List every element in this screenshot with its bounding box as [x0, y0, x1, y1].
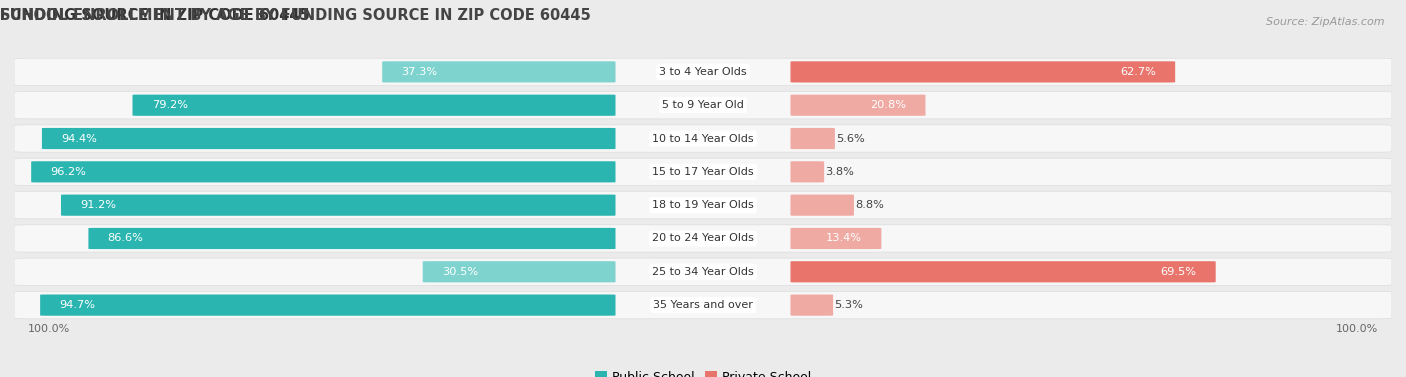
- FancyBboxPatch shape: [790, 261, 1216, 282]
- FancyBboxPatch shape: [14, 58, 1392, 86]
- FancyBboxPatch shape: [790, 128, 835, 149]
- FancyBboxPatch shape: [790, 161, 824, 182]
- Text: 3.8%: 3.8%: [825, 167, 855, 177]
- Text: 3 to 4 Year Olds: 3 to 4 Year Olds: [659, 67, 747, 77]
- Text: Source: ZipAtlas.com: Source: ZipAtlas.com: [1267, 17, 1385, 27]
- FancyBboxPatch shape: [14, 158, 1392, 185]
- FancyBboxPatch shape: [60, 195, 616, 216]
- FancyBboxPatch shape: [790, 195, 853, 216]
- FancyBboxPatch shape: [41, 294, 616, 316]
- Text: 94.7%: 94.7%: [59, 300, 96, 310]
- Text: 69.5%: 69.5%: [1160, 267, 1197, 277]
- FancyBboxPatch shape: [790, 294, 834, 316]
- Text: 20.8%: 20.8%: [870, 100, 907, 110]
- Text: 25 to 34 Year Olds: 25 to 34 Year Olds: [652, 267, 754, 277]
- FancyBboxPatch shape: [14, 225, 1392, 252]
- FancyBboxPatch shape: [89, 228, 616, 249]
- Text: 62.7%: 62.7%: [1121, 67, 1156, 77]
- Text: 18 to 19 Year Olds: 18 to 19 Year Olds: [652, 200, 754, 210]
- FancyBboxPatch shape: [14, 291, 1392, 319]
- FancyBboxPatch shape: [31, 161, 616, 182]
- FancyBboxPatch shape: [42, 128, 616, 149]
- Text: 8.8%: 8.8%: [855, 200, 884, 210]
- FancyBboxPatch shape: [790, 228, 882, 249]
- Text: 13.4%: 13.4%: [827, 233, 862, 244]
- FancyBboxPatch shape: [14, 125, 1392, 152]
- Text: 30.5%: 30.5%: [441, 267, 478, 277]
- Text: 79.2%: 79.2%: [152, 100, 188, 110]
- FancyBboxPatch shape: [790, 61, 1175, 83]
- Text: 91.2%: 91.2%: [80, 200, 117, 210]
- Text: 10 to 14 Year Olds: 10 to 14 Year Olds: [652, 133, 754, 144]
- Text: 5.3%: 5.3%: [835, 300, 863, 310]
- FancyBboxPatch shape: [14, 192, 1392, 219]
- Text: SCHOOL ENROLLMENT BY AGE BY FUNDING SOURCE IN ZIP CODE 60445: SCHOOL ENROLLMENT BY AGE BY FUNDING SOUR…: [0, 8, 309, 23]
- FancyBboxPatch shape: [382, 61, 616, 83]
- Text: 35 Years and over: 35 Years and over: [652, 300, 754, 310]
- FancyBboxPatch shape: [790, 95, 925, 116]
- Text: 15 to 17 Year Olds: 15 to 17 Year Olds: [652, 167, 754, 177]
- Text: 94.4%: 94.4%: [62, 133, 97, 144]
- Text: 5.6%: 5.6%: [837, 133, 865, 144]
- Text: 20 to 24 Year Olds: 20 to 24 Year Olds: [652, 233, 754, 244]
- Text: 100.0%: 100.0%: [1336, 324, 1378, 334]
- FancyBboxPatch shape: [423, 261, 616, 282]
- FancyBboxPatch shape: [132, 95, 616, 116]
- Legend: Public School, Private School: Public School, Private School: [589, 366, 817, 377]
- Text: SCHOOL ENROLLMENT BY AGE BY FUNDING SOURCE IN ZIP CODE 60445: SCHOOL ENROLLMENT BY AGE BY FUNDING SOUR…: [0, 8, 591, 23]
- Text: 5 to 9 Year Old: 5 to 9 Year Old: [662, 100, 744, 110]
- Text: 37.3%: 37.3%: [402, 67, 437, 77]
- Text: 100.0%: 100.0%: [28, 324, 70, 334]
- Text: 86.6%: 86.6%: [108, 233, 143, 244]
- FancyBboxPatch shape: [14, 92, 1392, 119]
- FancyBboxPatch shape: [14, 258, 1392, 285]
- Text: 96.2%: 96.2%: [51, 167, 86, 177]
